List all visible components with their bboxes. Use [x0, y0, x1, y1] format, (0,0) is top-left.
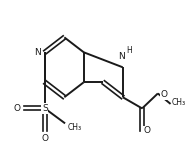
Text: N: N	[118, 51, 124, 61]
Text: H: H	[127, 46, 132, 55]
Text: O: O	[41, 134, 48, 143]
Text: N: N	[34, 48, 41, 57]
Text: S: S	[42, 104, 48, 113]
Text: O: O	[14, 104, 21, 113]
Text: O: O	[161, 90, 168, 100]
Text: O: O	[144, 126, 151, 135]
Text: CH₃: CH₃	[172, 98, 186, 107]
Text: CH₃: CH₃	[67, 123, 81, 132]
